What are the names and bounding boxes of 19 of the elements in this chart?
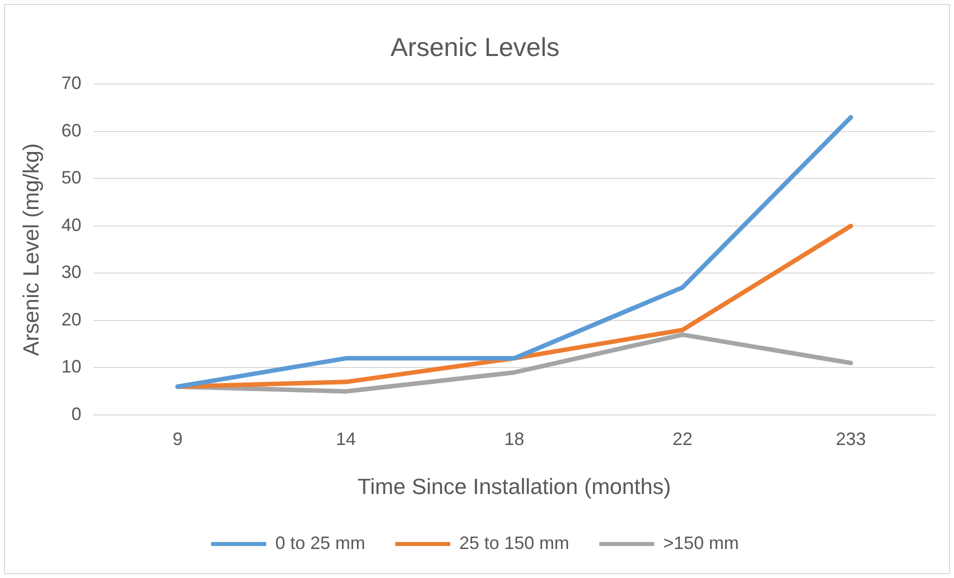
y-tick-label: 0 [71, 404, 82, 424]
y-tick-label: 50 [61, 168, 82, 188]
y-tick-label: 70 [61, 73, 82, 94]
y-axis-title: Arsenic Level (mg/kg) [18, 143, 44, 356]
y-tick-label: 60 [61, 120, 82, 140]
chart-title: Arsenic Levels [390, 32, 560, 62]
legend-label: 25 to 150 mm [459, 532, 570, 553]
x-tick-label: 9 [172, 428, 183, 449]
legend-label: 0 to 25 mm [275, 532, 366, 553]
x-axis-title: Time Since Installation (months) [358, 474, 671, 499]
y-tick-label: 10 [61, 356, 82, 377]
x-tick-label: 14 [336, 428, 356, 449]
y-tick-label: 30 [61, 262, 82, 282]
y-tick-label: 40 [61, 214, 82, 235]
legend-label: >150 mm [663, 532, 739, 553]
y-tick-label: 20 [61, 309, 82, 330]
x-tick-label: 18 [504, 428, 524, 449]
x-tick-label: 233 [836, 428, 866, 449]
x-tick-label: 22 [672, 428, 693, 449]
